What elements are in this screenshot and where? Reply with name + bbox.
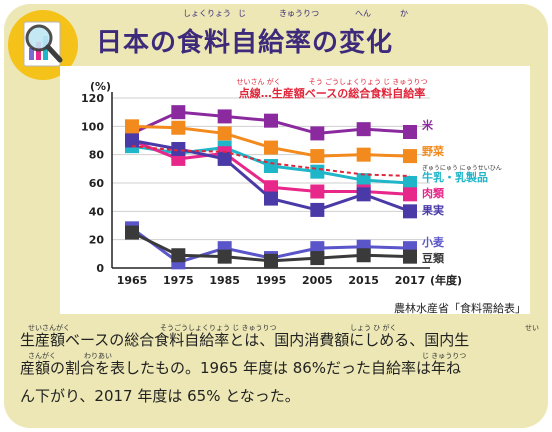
data-point [310,202,325,217]
data-point [356,122,371,137]
description-line: 産額の割合を表したもの。1965 年度は 86%だった自給率は年ね さんがく わり… [20,352,540,380]
y-tick-label: 40 [89,205,105,218]
data-point [217,151,232,166]
data-point [171,105,186,120]
description-ruby: じ きゅうりつ [422,352,467,360]
title-ruby: へん [355,9,371,18]
description-ruby: そうごうしょくりょう じ きゅうりつ [160,324,277,332]
description-line: 生産額ベースの総合食料自給率とは、国内消費額にしめる、国内生 せいさんがく そうご… [20,324,540,352]
data-point [403,187,417,202]
data-point [356,248,371,263]
data-point [171,248,186,263]
series-label: 小麦 [421,235,445,249]
series-label: 野菜 [422,144,445,158]
description-ruby: しょう ひ がく [350,324,397,332]
x-tick-label: 1965 [117,274,148,287]
legend-note: 点線…生産額ベースの総合食料自給率 [239,86,425,100]
magnifier-chart-icon [6,8,80,82]
data-point [310,126,325,141]
data-point [264,191,278,206]
source-note: 農林水産省「食料需給表」 [394,302,526,315]
series-label: 果実 [421,203,444,217]
data-point [310,184,325,199]
data-point [171,120,186,135]
description-ruby: せいさんがく [28,324,70,332]
data-point [264,113,278,128]
data-point [403,204,417,219]
series-label-ruby: ぎゅうにゅう にゅうせいひん [422,164,502,172]
data-point [310,149,325,164]
data-point [217,126,232,141]
description-line: ん下がり、2017 年度は 65% となった。 [20,380,540,408]
data-point [264,180,278,195]
y-tick-label: 20 [89,234,105,247]
x-axis-label: (年度) [430,273,462,287]
dotted-series-line [131,145,411,177]
description-text: 産額の割合を表したもの。1965 年度は 86%だった自給率は年ね [20,359,462,377]
description-ruby: さんがく [28,352,56,360]
data-point [310,251,325,266]
x-tick-label: 1975 [163,274,194,287]
data-point [356,147,371,162]
title-ruby: じ [238,9,246,18]
data-point [217,109,232,124]
data-point [403,249,417,264]
data-point [310,164,325,179]
series-label: 牛乳・乳製品 [422,170,488,184]
y-axis-label: (%) [90,80,111,93]
series-label: 肉類 [422,186,445,200]
description: 生産額ベースの総合食料自給率とは、国内消費額にしめる、国内生 せいさんがく そうご… [20,324,540,408]
data-point [356,187,371,202]
y-tick-label: 120 [81,92,104,105]
data-point [217,249,232,264]
description-ruby: せい [525,324,539,332]
page-title: 日本の食料自給率の変化 [96,28,394,58]
x-tick-label: 2015 [348,274,379,287]
title-ruby: きゅうりつ [279,9,320,18]
data-point [403,149,417,164]
data-point [403,125,417,139]
y-tick-label: 60 [89,177,105,190]
title-ruby: しょくりょう [183,9,231,18]
data-point [125,225,139,240]
data-point [264,253,278,268]
x-tick-label: 1985 [209,274,240,287]
series-label: 米 [421,118,434,132]
data-point [171,142,186,156]
x-tick-label: 1995 [256,274,287,287]
data-point [264,140,278,155]
series-label: 豆類 [422,251,445,265]
data-point [356,173,371,188]
data-point [403,176,417,190]
data-point [264,159,278,173]
y-tick-label: 0 [96,262,104,275]
description-text: ん下がり、2017 年度は 65% となった。 [20,387,300,405]
description-text: 生産額ベースの総合食料自給率とは、国内消費額にしめる、国内生 [20,331,470,349]
data-point [125,133,139,148]
description-ruby: わりあい [84,352,112,360]
y-tick-label: 80 [89,149,105,162]
data-point [125,119,139,134]
x-tick-label: 2017 [395,274,426,287]
y-tick-label: 100 [81,120,104,133]
x-tick-label: 2005 [302,274,333,287]
legend-note-ruby: せいさん がく そう ごうしょくりょう じ きゅうりつ [237,77,428,86]
title-ruby: か [400,9,408,18]
